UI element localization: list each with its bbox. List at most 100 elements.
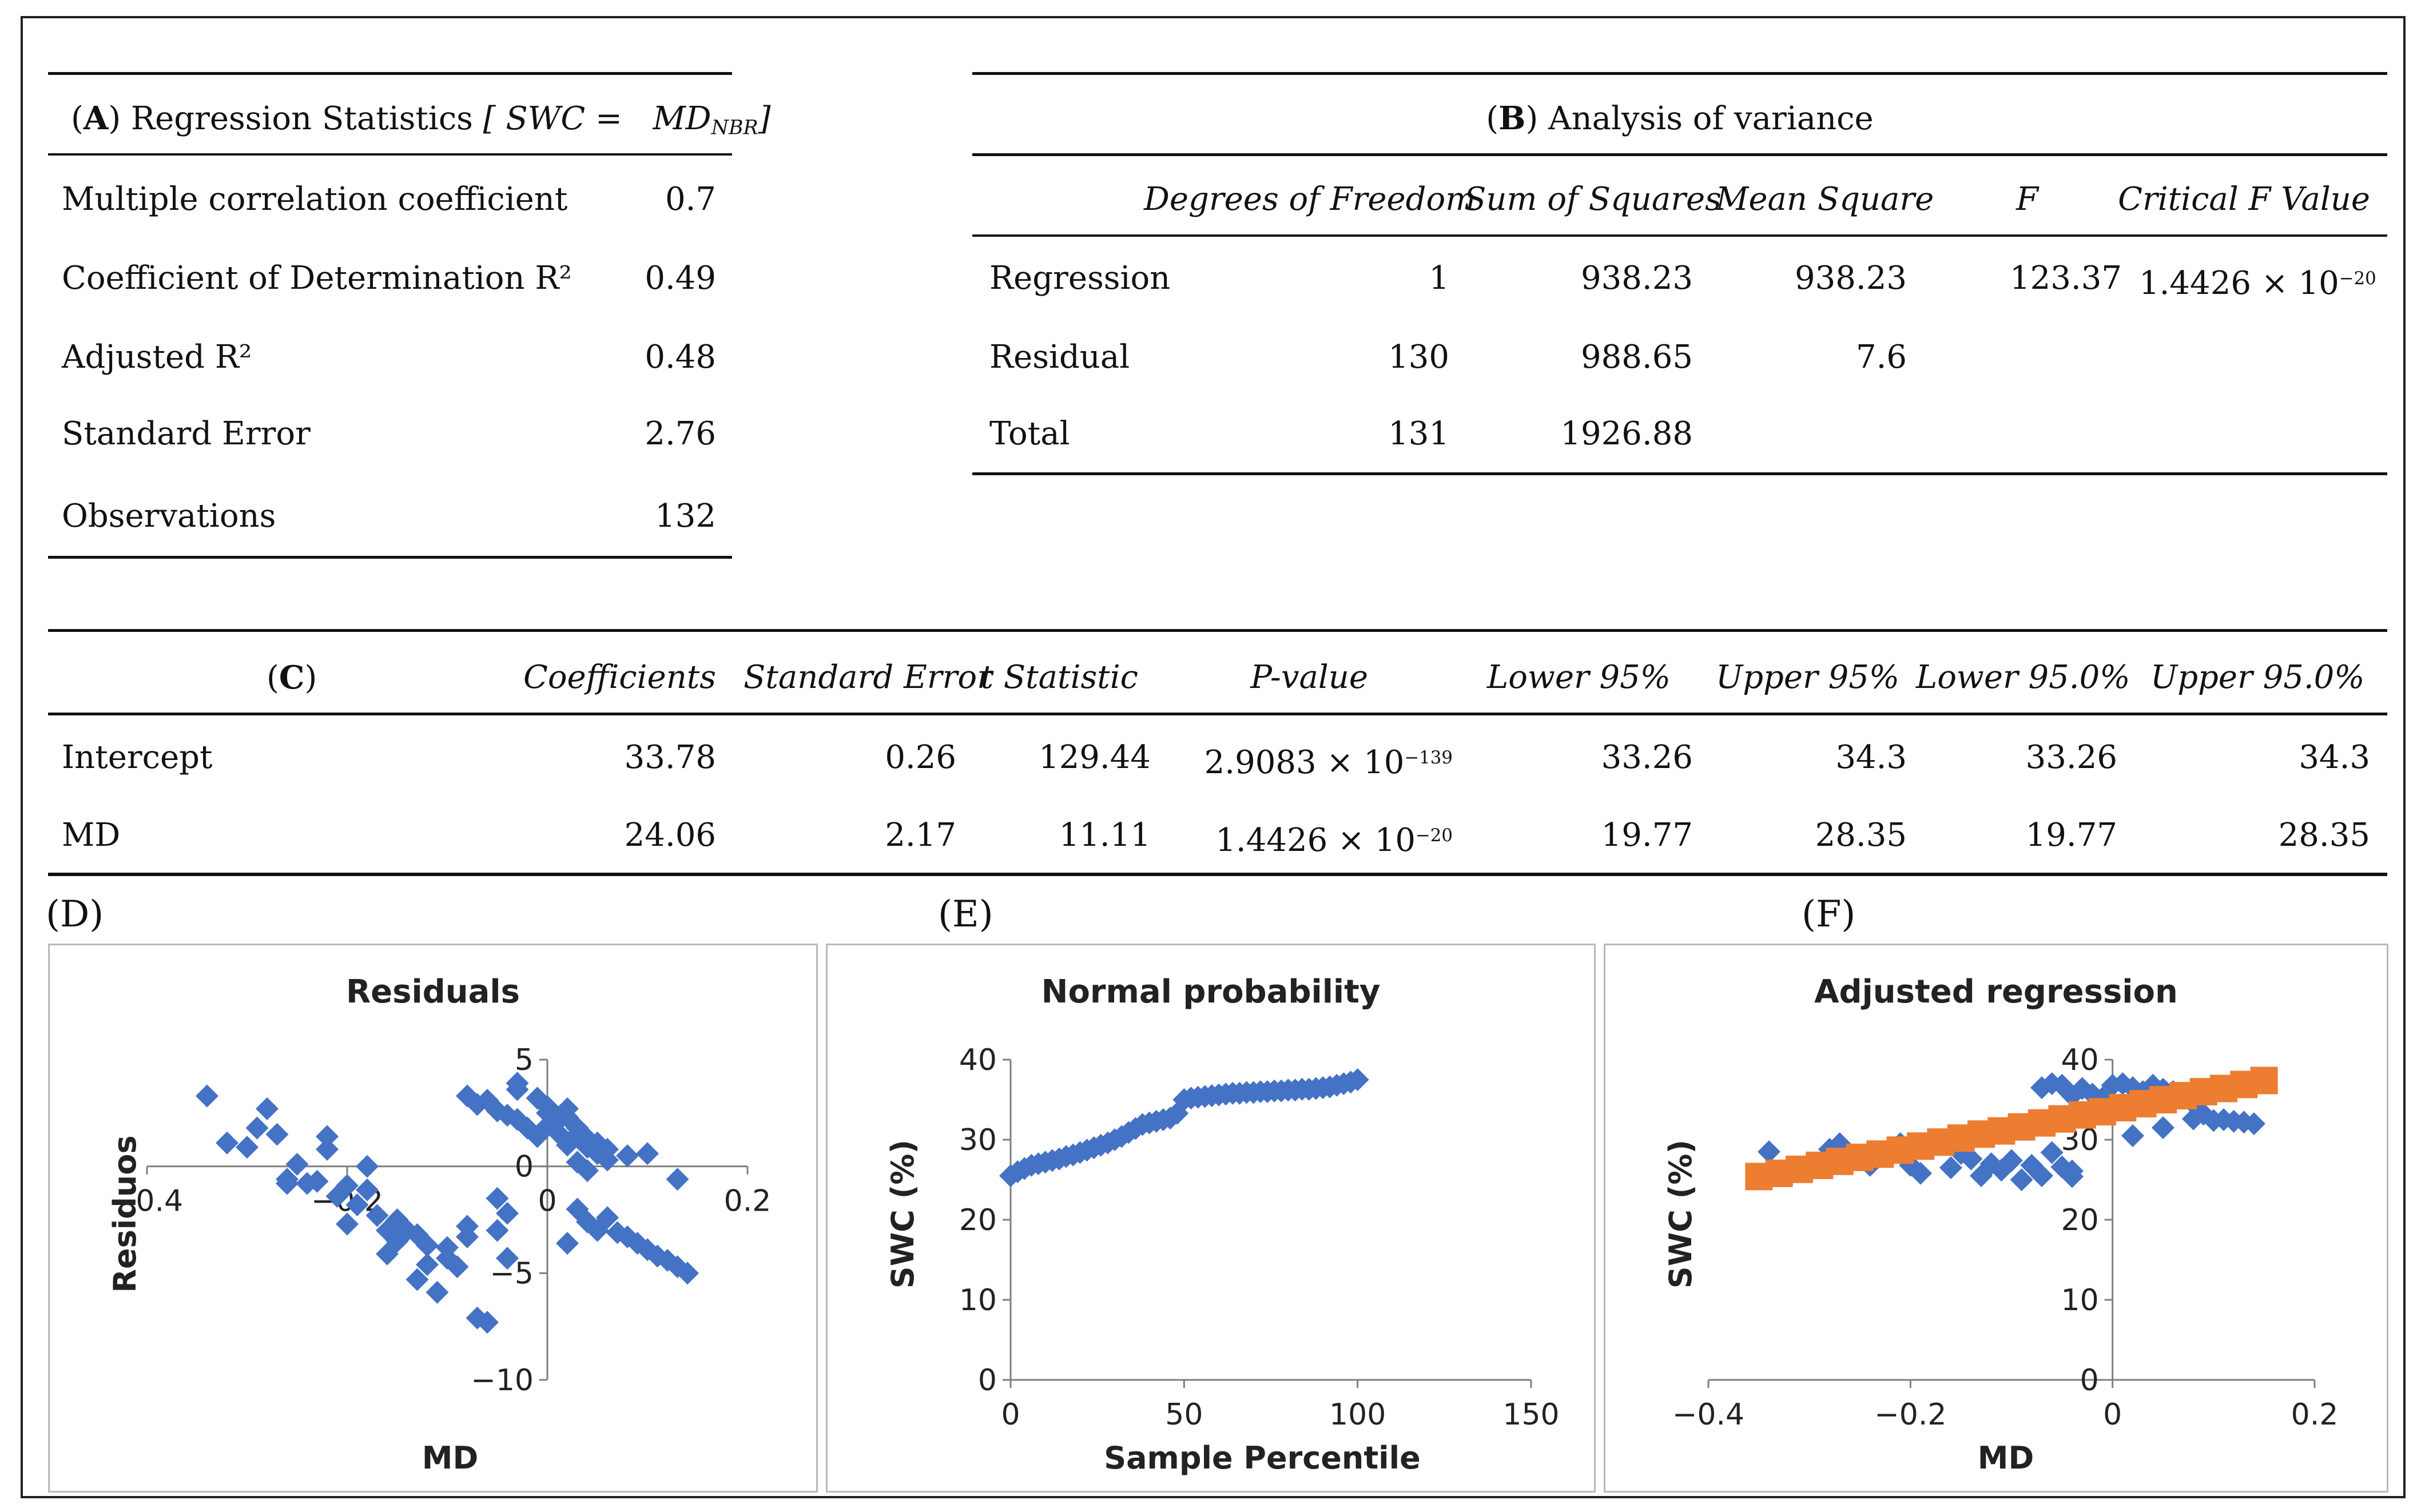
data-point bbox=[496, 1247, 519, 1270]
table-c-row-label: Intercept bbox=[62, 739, 213, 776]
data-point bbox=[2182, 1107, 2205, 1131]
data-point bbox=[1979, 1152, 2003, 1175]
table-b-critical-f: 1.4426 × 10−20 bbox=[2139, 264, 2376, 302]
table-a-row-value: 132 bbox=[655, 498, 716, 535]
table-c-u95: 28.35 bbox=[1815, 817, 1907, 854]
table-a-row-label: Standard Error bbox=[62, 415, 311, 452]
data-point bbox=[426, 1280, 449, 1304]
table-c-se: 2.17 bbox=[885, 817, 956, 854]
data-point bbox=[276, 1172, 299, 1195]
table-b-row-label: Total bbox=[989, 415, 1070, 452]
data-point bbox=[2152, 1116, 2174, 1139]
table-c-header: Coefficients bbox=[523, 659, 716, 696]
data-point bbox=[666, 1168, 689, 1191]
chart-panel-adjusted-regression: Adjusted regression −0.4 −0.2 0 0.2 0 10 20 30 40… bbox=[1604, 944, 2388, 1493]
table-a-row-label: Coefficient of Determination R² bbox=[62, 260, 572, 297]
data-point bbox=[365, 1204, 389, 1227]
data-point bbox=[1346, 1068, 1369, 1091]
table-c-p: 1.4426 × 10−20 bbox=[1215, 821, 1453, 859]
y-tick-label: 0 bbox=[515, 1150, 534, 1184]
chart-panel-residuals: Residuals −0.4 −0.2 0 0.2 −10 −5 0 5 MD Residuos bbox=[48, 944, 818, 1493]
y-tick-label: 10 bbox=[959, 1283, 997, 1318]
table-c-t: 11.11 bbox=[1059, 817, 1151, 854]
table-c-header: t Statistic bbox=[980, 659, 1139, 696]
table-b-header-rule bbox=[972, 153, 2387, 156]
chart-panel-normal-probability: Normal probability 0 50 100 150 0 10 20 30 40 Samp… bbox=[826, 944, 1596, 1493]
data-point bbox=[2040, 1072, 2064, 1095]
y-tick-label: 10 bbox=[2061, 1283, 2098, 1318]
panel-label-e: (E) bbox=[938, 893, 993, 936]
table-c-u95: 34.3 bbox=[1835, 739, 1907, 776]
table-c-l950: 19.77 bbox=[2025, 817, 2117, 854]
table-a-row-value: 0.7 bbox=[665, 181, 716, 218]
data-point bbox=[1159, 1107, 1182, 1130]
y-tick-label: 40 bbox=[2061, 1043, 2098, 1077]
data-point bbox=[2101, 1073, 2124, 1097]
data-point bbox=[596, 1137, 619, 1161]
x-axis-label: MD bbox=[422, 1440, 479, 1476]
x-tick-label: 0.2 bbox=[724, 1184, 772, 1219]
table-b-subheader-rule bbox=[972, 234, 2387, 237]
table-b-ms: 7.6 bbox=[1855, 339, 1907, 376]
data-point bbox=[196, 1084, 218, 1108]
table-c-coef: 24.06 bbox=[624, 817, 716, 854]
y-tick-label: 40 bbox=[959, 1043, 997, 1077]
y-tick-label: 20 bbox=[959, 1203, 997, 1238]
x-tick-label: 50 bbox=[1165, 1398, 1203, 1432]
table-b-ms: 938.23 bbox=[1795, 260, 1907, 297]
normal-probability-chart: Normal probability 0 50 100 150 0 10 20 30 40 Samp… bbox=[885, 973, 1560, 1476]
data-point bbox=[236, 1136, 259, 1159]
data-point bbox=[436, 1236, 459, 1259]
data-point bbox=[506, 1072, 529, 1095]
table-c-se: 0.26 bbox=[885, 739, 956, 776]
y-axis-label: SWC (%) bbox=[885, 1140, 921, 1288]
table-b-ss: 938.23 bbox=[1581, 260, 1693, 297]
panel-label-d: (D) bbox=[46, 893, 104, 936]
table-b-header: Sum of Squares bbox=[1464, 181, 1722, 218]
table-c-header: Standard Error bbox=[744, 659, 992, 696]
x-axis-label: Sample Percentile bbox=[1104, 1440, 1421, 1476]
table-c-l95: 19.77 bbox=[1601, 817, 1693, 854]
data-point bbox=[466, 1306, 489, 1330]
table-c-top-rule bbox=[48, 629, 2387, 632]
table-a-row-label: Multiple correlation coefficient bbox=[62, 181, 568, 218]
data-point bbox=[496, 1201, 519, 1225]
data-point bbox=[336, 1212, 359, 1236]
table-a-title: (A) Regression Statistics [ SWC = MDNBR] bbox=[71, 100, 771, 140]
table-a-bottom-rule bbox=[48, 556, 732, 559]
data-point bbox=[245, 1116, 269, 1140]
table-b-header: Mean Square bbox=[1716, 181, 1934, 218]
chart-title: Normal probability bbox=[1041, 973, 1381, 1010]
data-point bbox=[486, 1219, 509, 1242]
data-point bbox=[576, 1210, 599, 1234]
data-point bbox=[616, 1144, 639, 1167]
data-point bbox=[576, 1159, 599, 1183]
data-point bbox=[1959, 1147, 1983, 1171]
table-c-header: Upper 95% bbox=[1716, 659, 1900, 696]
table-c-bottom-rule bbox=[48, 873, 2387, 876]
data-point bbox=[1909, 1161, 1932, 1185]
data-point bbox=[385, 1230, 409, 1253]
data-point bbox=[2243, 1112, 2265, 1135]
y-axis-label: SWC (%) bbox=[1663, 1140, 1699, 1288]
table-a-row-value: 0.48 bbox=[645, 339, 716, 376]
table-a-header-rule bbox=[48, 153, 732, 156]
data-point bbox=[476, 1311, 499, 1334]
table-c-l95: 33.26 bbox=[1601, 739, 1693, 776]
x-tick-label: −0.4 bbox=[1672, 1398, 1744, 1432]
table-c-header: P-value bbox=[1250, 659, 1368, 696]
table-b-header: Critical F Value bbox=[2118, 181, 2370, 218]
data-point bbox=[265, 1123, 289, 1146]
table-a-row-label: Observations bbox=[62, 498, 276, 535]
data-point bbox=[316, 1137, 339, 1161]
x-axis-label: MD bbox=[1978, 1440, 2034, 1476]
table-b-df: 130 bbox=[1388, 339, 1449, 376]
data-point bbox=[356, 1178, 379, 1201]
y-axis-label: Residuos bbox=[107, 1135, 143, 1292]
data-point bbox=[596, 1206, 619, 1230]
chart-title: Residuals bbox=[346, 973, 520, 1010]
data-point bbox=[2040, 1141, 2064, 1164]
data-point bbox=[2010, 1168, 2033, 1191]
x-tick-label: 0 bbox=[2103, 1398, 2122, 1432]
table-b-header: Degrees of Freedom bbox=[1144, 181, 1476, 218]
